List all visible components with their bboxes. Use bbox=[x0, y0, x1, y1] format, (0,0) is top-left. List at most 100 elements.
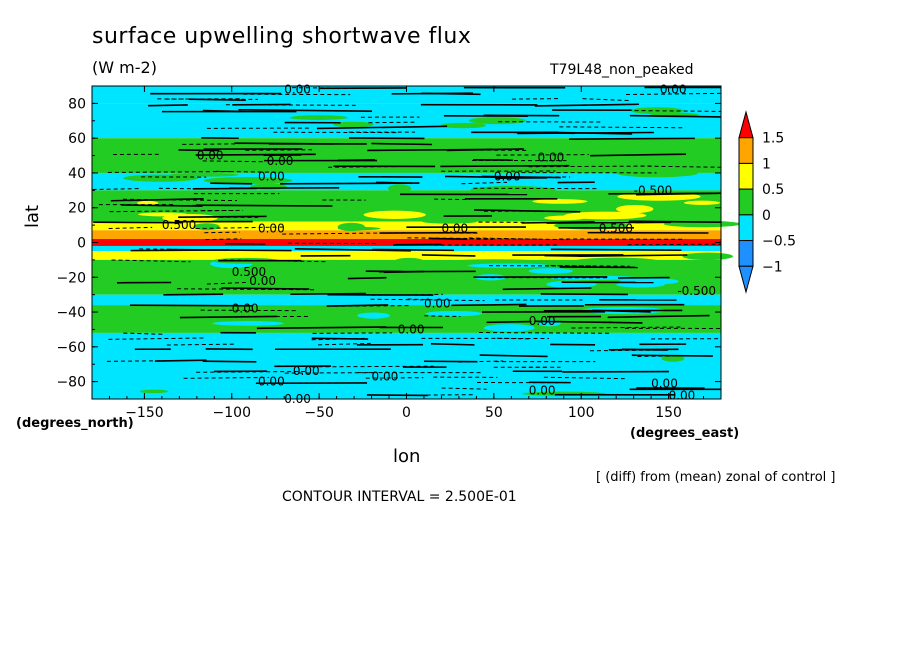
contour-patch bbox=[387, 184, 412, 193]
contour-line bbox=[109, 209, 244, 213]
contour-patch bbox=[363, 210, 426, 219]
contour-line bbox=[183, 376, 269, 379]
contour-label: 0.500 bbox=[232, 265, 266, 279]
contour-line bbox=[461, 181, 508, 185]
colorbar-label: −1 bbox=[762, 259, 783, 275]
contour-patch bbox=[470, 185, 556, 195]
contour-label: 0.00 bbox=[494, 169, 521, 183]
contour-line bbox=[108, 337, 206, 340]
colorbar-label: 1.5 bbox=[762, 131, 784, 147]
contour-label: 0.500 bbox=[162, 218, 196, 232]
contour-patch bbox=[425, 310, 482, 317]
contour-line bbox=[479, 354, 548, 358]
contour-line bbox=[202, 109, 241, 113]
contour-label: 0.00 bbox=[669, 389, 696, 403]
contour-label: 0.00 bbox=[372, 369, 399, 383]
y-tick-label: 20 bbox=[68, 201, 86, 217]
zonal-band bbox=[92, 239, 721, 246]
contour-line bbox=[256, 326, 387, 330]
contour-label: 0.00 bbox=[538, 150, 565, 164]
contour-line bbox=[371, 142, 432, 146]
contour-line bbox=[158, 187, 218, 190]
contour-line bbox=[367, 148, 494, 152]
contour-line bbox=[486, 320, 532, 324]
contour-patch bbox=[357, 312, 390, 319]
contour-line bbox=[578, 254, 688, 258]
contour-line bbox=[196, 370, 308, 373]
contour-label: 0.00 bbox=[424, 296, 451, 310]
contour-line bbox=[534, 103, 639, 107]
contour-line bbox=[195, 226, 287, 230]
contour-patch bbox=[682, 252, 733, 261]
zonal-band bbox=[92, 251, 721, 260]
contour-label: 0.00 bbox=[249, 274, 276, 288]
contour-line bbox=[202, 160, 264, 163]
contour-line bbox=[92, 188, 141, 191]
contour-patch bbox=[540, 148, 600, 156]
contour-line bbox=[182, 143, 240, 145]
contour-line bbox=[122, 198, 238, 202]
zonal-band bbox=[92, 221, 721, 231]
contour-line bbox=[424, 315, 461, 318]
contour-patch bbox=[440, 122, 487, 129]
contour-patch bbox=[139, 389, 169, 394]
contour-line bbox=[148, 104, 188, 107]
contour-patch bbox=[528, 268, 573, 274]
contour-line bbox=[372, 248, 455, 252]
contour-patch bbox=[564, 211, 647, 220]
colorbar-bottom-arrow bbox=[738, 265, 754, 294]
y-tick-label: −80 bbox=[56, 375, 86, 391]
zonal-band bbox=[92, 245, 721, 252]
contour-line bbox=[318, 342, 371, 346]
contour-patch bbox=[92, 157, 178, 163]
contour-line bbox=[154, 359, 207, 362]
contour-line bbox=[511, 98, 561, 100]
x-tick-label: −100 bbox=[213, 405, 251, 421]
contour-line bbox=[496, 337, 532, 340]
contour-patch bbox=[169, 172, 239, 177]
contour-line bbox=[569, 137, 695, 140]
contour-label: 0.500 bbox=[599, 222, 633, 236]
contour-patch bbox=[123, 174, 198, 182]
contour-line bbox=[631, 354, 713, 357]
contour-line bbox=[166, 248, 292, 252]
contour-line bbox=[548, 131, 633, 135]
contour-line bbox=[582, 98, 630, 102]
contour-line bbox=[590, 153, 686, 157]
contour-line bbox=[629, 114, 722, 118]
chart-title: surface upwelling shortwave flux bbox=[92, 24, 472, 49]
chart-units: (W m-2) bbox=[92, 58, 157, 77]
contour-line bbox=[205, 238, 242, 241]
contour-patch bbox=[616, 168, 698, 178]
colorbar-label: 0 bbox=[762, 208, 771, 224]
contour-patch bbox=[193, 223, 220, 231]
x-tick-label: 50 bbox=[485, 405, 503, 421]
colorbar-label: 0.5 bbox=[762, 182, 784, 198]
contour-line bbox=[421, 92, 481, 96]
contour-line bbox=[592, 309, 651, 313]
contour-line bbox=[179, 315, 278, 319]
contour-line bbox=[430, 343, 475, 346]
x-axis-units: (degrees_east) bbox=[630, 426, 740, 441]
contour-line bbox=[375, 181, 413, 184]
contour-label: 0.00 bbox=[258, 375, 285, 389]
contour-line bbox=[110, 197, 204, 202]
contour-line bbox=[421, 254, 476, 257]
contour-patch bbox=[394, 257, 424, 265]
contour-line bbox=[326, 304, 389, 307]
contour-line bbox=[534, 320, 643, 324]
contour-patch bbox=[468, 117, 526, 125]
contour-patch bbox=[332, 121, 374, 128]
contour-line bbox=[440, 164, 570, 168]
contour-patch bbox=[483, 324, 535, 332]
contour-line bbox=[210, 182, 253, 185]
y-axis-units: (degrees_north) bbox=[16, 416, 134, 431]
contour-line bbox=[139, 248, 185, 250]
contour-line bbox=[311, 337, 368, 341]
contour-patch bbox=[425, 154, 482, 160]
contour-line bbox=[215, 170, 280, 173]
contour-line bbox=[163, 293, 224, 296]
contour-line bbox=[626, 92, 722, 96]
contour-label: 0.00 bbox=[284, 82, 311, 96]
contour-line bbox=[599, 109, 722, 112]
